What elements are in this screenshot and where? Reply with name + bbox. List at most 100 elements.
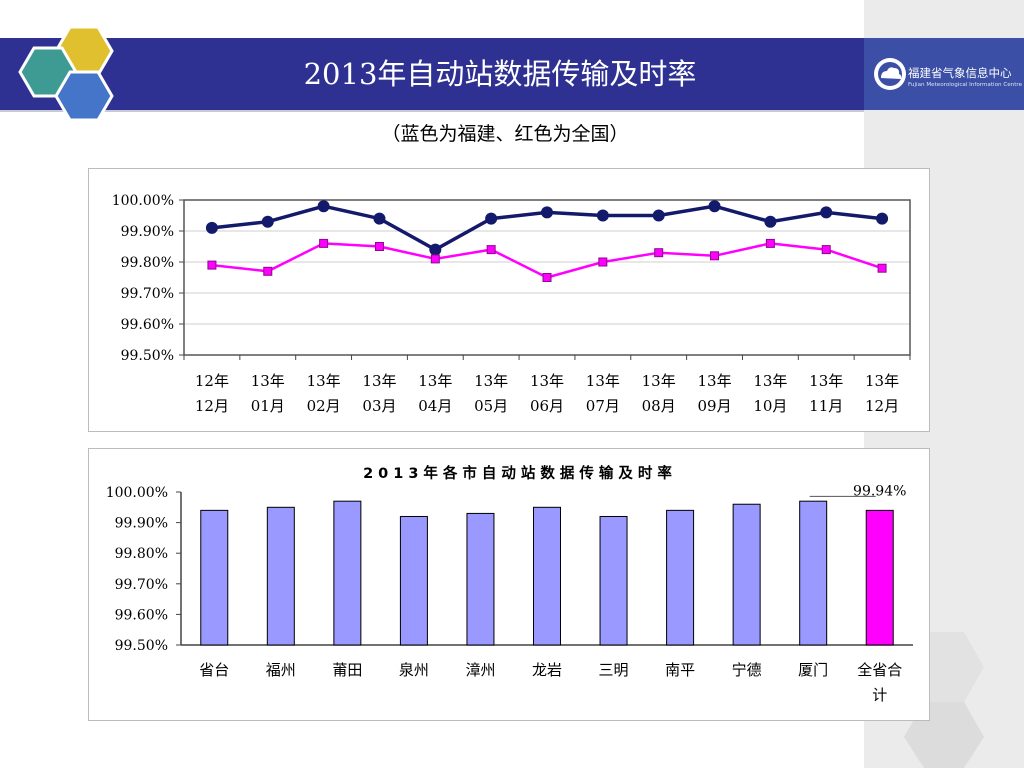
x-tick-label: 13年 — [530, 372, 564, 390]
x-tick-label: 13年 — [474, 372, 508, 390]
legend-subtitle: （蓝色为福建、红色为全国） — [381, 123, 629, 145]
x-tick-label: 13年 — [586, 372, 620, 390]
plot-area — [183, 199, 911, 356]
bar-chart-title: 2013年各市自动站数据传输及时率 — [363, 466, 677, 482]
fujian-data-point — [876, 212, 889, 225]
cloud-logo-icon — [874, 58, 906, 90]
y-tick-label: 99.60% — [115, 607, 168, 623]
line-chart-panel — [88, 168, 930, 432]
y-tick-label: 99.80% — [121, 255, 174, 271]
logo-subtitle: Fujian Meteorological Information Centre — [908, 82, 1023, 88]
x-tick-label: 04月 — [418, 397, 452, 415]
y-tick-label: 100.00% — [112, 193, 174, 209]
x-tick-label: 计 — [872, 686, 887, 704]
national-data-point — [710, 251, 720, 261]
bar — [533, 506, 561, 646]
x-tick-label: 厦门 — [798, 661, 828, 679]
x-tick-label: 12月 — [865, 397, 899, 415]
x-tick-label: 09月 — [697, 397, 731, 415]
fujian-data-point — [205, 221, 218, 234]
x-tick-label: 13年 — [865, 372, 899, 390]
x-tick-label: 12年 — [195, 372, 229, 390]
y-tick-label: 99.50% — [115, 638, 168, 654]
national-data-point — [430, 254, 440, 264]
x-tick-label: 龙岩 — [532, 661, 562, 679]
national-data-point — [319, 238, 329, 248]
x-tick-label: 08月 — [642, 397, 676, 415]
y-tick-label: 100.00% — [106, 485, 168, 501]
y-tick-label: 99.50% — [121, 348, 174, 364]
x-tick-label: 13年 — [418, 372, 452, 390]
annotation-label: 99.94% — [853, 483, 906, 499]
x-tick-label: 福州 — [266, 661, 296, 679]
x-tick-label: 01月 — [251, 397, 285, 415]
x-tick-label: 02月 — [307, 397, 341, 415]
bar-chart-panel — [88, 448, 930, 721]
bar — [732, 503, 761, 646]
bar — [799, 500, 828, 646]
x-tick-label: 13年 — [753, 372, 787, 390]
x-tick-label: 10月 — [753, 397, 787, 415]
x-tick-label: 13年 — [362, 372, 396, 390]
header-bar — [0, 38, 864, 112]
y-tick-label: 99.80% — [115, 546, 168, 562]
y-tick-label: 99.60% — [121, 317, 174, 333]
national-data-point — [374, 242, 384, 251]
fujian-data-point — [373, 212, 386, 225]
fujian-data-point — [541, 206, 553, 219]
bar — [865, 509, 894, 646]
organization-logo — [864, 38, 1024, 110]
fujian-data-point — [652, 209, 665, 222]
x-tick-label: 03月 — [362, 397, 396, 415]
x-tick-label: 06月 — [530, 397, 564, 415]
national-data-point — [821, 245, 831, 255]
bar — [399, 515, 428, 646]
x-tick-label: 全省合 — [857, 661, 902, 679]
national-data-point — [877, 263, 887, 273]
y-tick-label: 99.90% — [115, 516, 168, 532]
fujian-data-point — [317, 200, 330, 213]
x-tick-label: 05月 — [474, 397, 508, 415]
x-tick-label: 省台 — [199, 661, 229, 679]
y-tick-label: 99.70% — [121, 286, 174, 302]
y-tick-label: 99.70% — [115, 577, 168, 593]
bar — [266, 506, 295, 646]
national-data-point — [542, 273, 552, 282]
x-tick-label: 11月 — [809, 397, 843, 415]
national-data-point — [207, 260, 217, 270]
national-data-point — [263, 266, 273, 276]
logo-name: 福建省气象信息中心 — [908, 66, 1012, 80]
x-tick-label: 莆田 — [332, 661, 362, 679]
x-tick-label: 南平 — [665, 661, 695, 679]
fujian-data-point — [429, 243, 442, 256]
x-tick-label: 宁德 — [732, 661, 762, 679]
x-tick-label: 三明 — [599, 661, 629, 679]
x-tick-label: 13年 — [642, 372, 676, 390]
national-data-point — [654, 248, 664, 258]
x-tick-label: 12月 — [195, 397, 229, 415]
national-data-point — [765, 238, 775, 248]
x-tick-label: 泉州 — [399, 661, 429, 679]
fujian-data-point — [820, 206, 833, 219]
fujian-data-point — [485, 212, 498, 225]
x-tick-label: 13年 — [251, 372, 285, 390]
x-tick-label: 07月 — [586, 397, 620, 415]
national-data-point — [598, 257, 608, 267]
y-tick-label: 99.90% — [121, 224, 174, 240]
page-title: 2013年自动站数据传输及时率 — [303, 57, 697, 91]
fujian-data-point — [596, 209, 609, 222]
bar — [333, 500, 362, 646]
x-tick-label: 漳州 — [465, 661, 495, 679]
bar — [666, 509, 695, 646]
fujian-data-point — [708, 200, 721, 213]
fujian-data-point — [764, 215, 777, 228]
national-data-point — [486, 245, 496, 255]
x-tick-label: 13年 — [809, 372, 843, 390]
x-tick-label: 13年 — [307, 372, 341, 390]
bar — [599, 515, 628, 646]
x-tick-label: 13年 — [697, 372, 731, 390]
bar — [200, 509, 229, 646]
bar — [466, 512, 495, 646]
